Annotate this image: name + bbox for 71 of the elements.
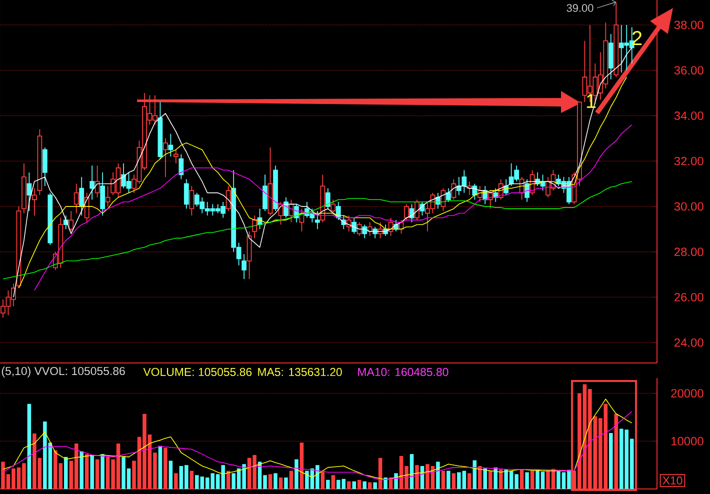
bar bbox=[483, 468, 488, 489]
candlestick bbox=[477, 186, 482, 202]
text: VOLUME: 105055.86 bbox=[143, 368, 252, 376]
candlestick bbox=[325, 188, 330, 210]
bar bbox=[446, 470, 450, 489]
candlestick bbox=[94, 165, 100, 198]
candlestick bbox=[346, 215, 352, 232]
candlestick bbox=[189, 186, 194, 216]
y-tick-label: 24.00 bbox=[674, 338, 704, 347]
candlestick bbox=[472, 183, 478, 200]
y-tick-label: 26.00 bbox=[674, 292, 704, 302]
candlestick bbox=[90, 165, 95, 200]
text: MA10: 160485.80 bbox=[358, 368, 448, 376]
bar bbox=[80, 451, 84, 489]
y-tick-label: 30.00 bbox=[674, 202, 704, 211]
candlestick bbox=[168, 133, 174, 157]
bar bbox=[90, 455, 94, 489]
y-tick-label: 38.00 bbox=[674, 20, 704, 30]
bar bbox=[294, 459, 298, 489]
candlestick bbox=[184, 178, 189, 210]
candlestick bbox=[262, 174, 268, 212]
candlestick bbox=[352, 217, 357, 234]
annotation: 2 bbox=[632, 31, 642, 45]
candlestick bbox=[462, 170, 467, 194]
candlestick bbox=[446, 188, 451, 202]
bar bbox=[373, 482, 377, 489]
candlestick bbox=[42, 147, 48, 186]
y-tick-label: 20000 bbox=[671, 389, 704, 398]
candlestick bbox=[105, 186, 110, 207]
bar bbox=[64, 456, 68, 489]
y-tick-label: 36.00 bbox=[674, 66, 704, 75]
candlestick bbox=[68, 210, 74, 232]
y-tick-label: 34.00 bbox=[674, 111, 704, 120]
text: MA5: 135631.20 bbox=[258, 368, 342, 376]
candlestick bbox=[404, 204, 409, 220]
candlestick bbox=[79, 176, 84, 216]
bar bbox=[525, 472, 529, 489]
text: X10 bbox=[662, 476, 682, 485]
candlestick bbox=[178, 154, 184, 180]
annotation: 39.00 bbox=[566, 4, 594, 12]
y-tick-label: 32.00 bbox=[674, 156, 704, 166]
candlestick bbox=[84, 192, 90, 223]
bar bbox=[326, 480, 330, 489]
bar bbox=[352, 481, 356, 489]
y-tick-label: 28.00 bbox=[674, 248, 704, 256]
candlestick bbox=[100, 172, 106, 216]
bar bbox=[284, 478, 288, 489]
candlestick bbox=[252, 215, 257, 239]
bar bbox=[158, 446, 162, 489]
bar bbox=[168, 460, 173, 489]
candlestick bbox=[451, 178, 456, 200]
candlestick bbox=[226, 186, 231, 212]
bar bbox=[609, 433, 613, 489]
candlestick bbox=[356, 222, 362, 236]
candlestick bbox=[284, 196, 288, 218]
bar bbox=[27, 404, 32, 489]
candlestick bbox=[314, 210, 320, 230]
candlestick bbox=[74, 183, 79, 214]
text: (5,10) VVOL: 105055.86 bbox=[2, 366, 125, 378]
candlestick bbox=[242, 254, 246, 280]
bar bbox=[274, 473, 278, 489]
candlestick bbox=[163, 138, 168, 178]
candlestick bbox=[32, 188, 37, 216]
bar bbox=[384, 478, 388, 489]
candlestick bbox=[173, 149, 178, 164]
y-tick-label: 10000 bbox=[671, 436, 704, 446]
bar bbox=[436, 462, 440, 489]
bar bbox=[494, 467, 498, 489]
bar bbox=[100, 454, 104, 489]
candlestick bbox=[330, 199, 336, 216]
bar bbox=[362, 481, 366, 489]
